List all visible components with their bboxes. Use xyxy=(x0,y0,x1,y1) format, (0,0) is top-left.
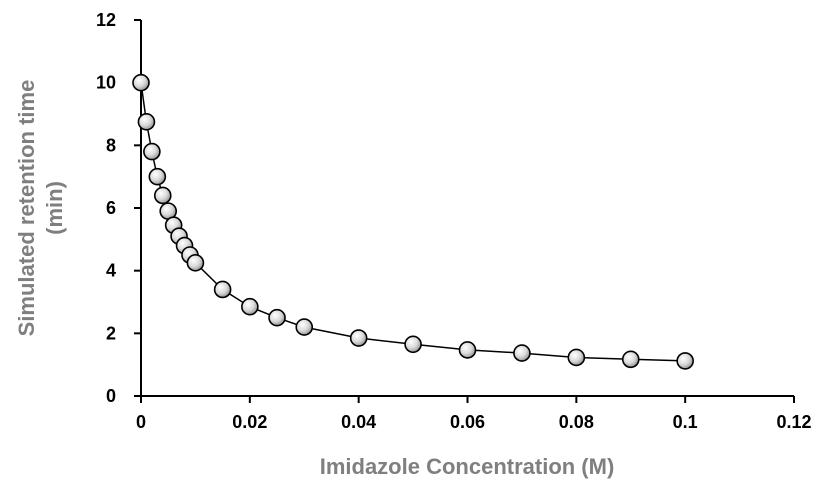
data-point xyxy=(241,297,259,316)
data-point xyxy=(148,167,167,186)
y-axis-title-line1: Simulated retention time xyxy=(14,80,39,337)
data-point xyxy=(295,318,314,336)
data-point xyxy=(404,335,422,354)
y-axis-title-line2: (min) xyxy=(42,181,67,235)
data-point xyxy=(143,142,161,161)
y-ticks: 0 2 4 6 8 10 12 xyxy=(96,10,141,406)
data-point xyxy=(137,113,156,131)
x-tick-label: 0.06 xyxy=(450,412,485,432)
x-tick-label: 0 xyxy=(136,412,146,432)
data-points xyxy=(132,73,694,370)
data-point xyxy=(132,73,150,92)
series-line xyxy=(140,82,686,362)
x-axis-title: Imidazole Concentration (M) xyxy=(320,454,615,479)
data-point xyxy=(513,344,531,362)
x-tick-label: 0.08 xyxy=(559,412,594,432)
x-tick-label: 0.02 xyxy=(232,412,267,432)
x-tick-label: 0.04 xyxy=(341,412,376,432)
y-tick-label: 8 xyxy=(106,135,116,155)
y-tick-label: 6 xyxy=(106,198,116,218)
x-tick-label: 0.1 xyxy=(673,412,698,432)
axes xyxy=(140,20,794,397)
x-tick-label: 0.12 xyxy=(776,412,811,432)
y-tick-label: 12 xyxy=(96,10,116,30)
x-ticks: 0 0.02 0.04 0.06 0.08 0.1 0.12 xyxy=(136,396,812,432)
y-tick-label: 2 xyxy=(106,323,116,343)
data-point xyxy=(268,308,286,327)
data-point xyxy=(567,348,586,367)
data-point xyxy=(458,341,477,359)
data-point xyxy=(621,350,640,369)
y-tick-label: 0 xyxy=(106,386,116,406)
data-point xyxy=(186,254,205,272)
y-tick-label: 10 xyxy=(96,73,116,93)
data-point xyxy=(153,186,172,205)
data-point xyxy=(213,280,232,299)
data-point xyxy=(349,329,368,347)
y-tick-label: 4 xyxy=(106,261,116,281)
data-point xyxy=(676,352,694,370)
